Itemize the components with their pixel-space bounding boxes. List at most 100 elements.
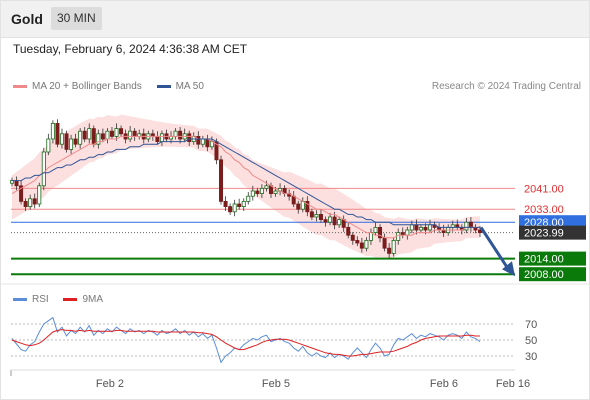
candle-down xyxy=(296,203,301,210)
candle-down xyxy=(132,130,137,137)
candle-up xyxy=(464,221,469,231)
timestamp: Tuesday, February 6, 2024 4:36:38 AM CET xyxy=(13,42,248,56)
price-legend: MA 20 + Bollinger Bands MA 50 xyxy=(13,81,216,92)
candle-up xyxy=(373,226,378,233)
rsi-tick-label: 30 xyxy=(525,351,537,363)
candle-up xyxy=(128,130,133,140)
candle-down xyxy=(55,123,60,145)
level-label: 2033.00 xyxy=(524,204,564,216)
candle-down xyxy=(119,128,124,135)
candle-down xyxy=(346,226,351,236)
candle-down xyxy=(414,224,419,231)
candle-down xyxy=(73,138,78,145)
candle-up xyxy=(409,224,414,231)
rsi-tick-label: 50 xyxy=(525,335,537,347)
candle-down xyxy=(187,133,192,143)
candle-up xyxy=(41,151,46,187)
candle-down xyxy=(355,239,360,244)
candle-down xyxy=(23,200,28,207)
rsi-swatch xyxy=(13,297,27,301)
symbol-title: Gold xyxy=(11,11,43,27)
candle-down xyxy=(309,211,314,218)
candle-up xyxy=(232,203,237,213)
candle-up xyxy=(46,138,51,153)
candle-down xyxy=(223,200,228,207)
credit-text: Research © 2024 Trading Central xyxy=(431,81,581,92)
candle-up xyxy=(250,190,255,197)
ma50-swatch xyxy=(156,84,171,88)
forecast-arrow-head xyxy=(502,261,515,277)
candle-up xyxy=(328,216,333,223)
candle-up xyxy=(314,213,319,218)
candle-down xyxy=(423,226,428,231)
legend-9ma: 9MA xyxy=(63,294,103,305)
interval-badge[interactable]: 30 MIN xyxy=(51,7,102,30)
candle-down xyxy=(178,130,183,140)
level-label: 2014.00 xyxy=(524,254,564,266)
rsi-series-9ma xyxy=(11,329,480,357)
candle-up xyxy=(246,195,251,202)
x-axis-label: Feb 6 xyxy=(430,378,458,390)
level-label: 2023.99 xyxy=(524,228,564,240)
rsi-tick-label: 70 xyxy=(525,319,537,331)
legend-9ma-label: 9MA xyxy=(82,294,104,305)
candle-up xyxy=(50,123,55,140)
candle-down xyxy=(378,226,383,239)
candle-down xyxy=(323,219,328,223)
candle-down xyxy=(155,135,160,142)
candle-up xyxy=(159,133,164,143)
candle-up xyxy=(396,232,401,241)
candle-up xyxy=(96,133,101,145)
legend-rsi-label: RSI xyxy=(32,294,49,305)
candle-up xyxy=(78,130,83,145)
legend-ma50-label: MA 50 xyxy=(175,81,204,92)
candle-down xyxy=(305,200,310,213)
candle-up xyxy=(418,226,423,231)
candle-down xyxy=(32,198,37,205)
candle-down xyxy=(477,229,482,233)
legend-ma50: MA 50 xyxy=(156,81,204,92)
level-label: 2041.00 xyxy=(524,183,564,195)
candle-down xyxy=(14,180,19,187)
candle-down xyxy=(64,133,69,150)
candle-down xyxy=(387,247,392,254)
candle-up xyxy=(200,138,205,145)
candle-down xyxy=(109,130,114,137)
rsi-series-rsi xyxy=(11,316,481,364)
candle-down xyxy=(219,159,224,202)
candle-up xyxy=(337,219,342,226)
forecast-arrow-shaft xyxy=(479,226,511,272)
candle-up xyxy=(114,128,119,137)
x-axis-label: Feb 5 xyxy=(262,378,290,390)
candle-down xyxy=(468,221,473,228)
legend-ma20-label: MA 20 + Bollinger Bands xyxy=(32,81,142,92)
candle-down xyxy=(196,135,201,145)
legend-ma20: MA 20 + Bollinger Bands xyxy=(13,81,145,92)
candle-up xyxy=(241,200,246,207)
candle-down xyxy=(318,213,323,220)
x-axis-label: Feb 2 xyxy=(96,378,124,390)
candle-up xyxy=(59,133,64,145)
candle-down xyxy=(91,128,96,145)
bollinger-band xyxy=(12,114,480,260)
candle-up xyxy=(391,239,396,254)
candle-up xyxy=(87,128,92,140)
candle-up xyxy=(259,187,264,194)
candle-up xyxy=(273,190,278,194)
ma50-line xyxy=(12,138,480,228)
level-label: 2008.00 xyxy=(524,269,564,281)
level-badge xyxy=(519,251,586,266)
candle-up xyxy=(37,185,42,205)
chart-header: Gold 30 MIN xyxy=(0,0,590,38)
level-badge xyxy=(519,225,586,240)
legend-rsi: RSI xyxy=(13,294,51,305)
candle-up xyxy=(428,224,433,231)
candle-up xyxy=(405,229,410,236)
rsi-legend: RSI 9MA xyxy=(13,294,115,305)
candle-up xyxy=(69,138,74,150)
candle-down xyxy=(255,190,260,194)
candle-up xyxy=(105,130,110,140)
candle-up xyxy=(364,239,369,249)
candle-up xyxy=(173,130,178,137)
